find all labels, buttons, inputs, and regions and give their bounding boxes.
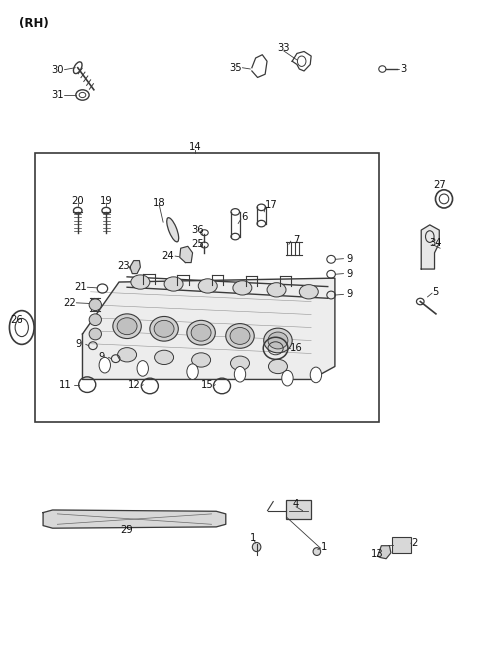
Bar xyxy=(35,153,379,422)
Text: 22: 22 xyxy=(63,298,75,308)
Circle shape xyxy=(184,514,192,524)
Ellipse shape xyxy=(233,281,252,295)
Circle shape xyxy=(187,364,198,379)
Circle shape xyxy=(282,370,293,386)
Ellipse shape xyxy=(230,356,250,370)
Ellipse shape xyxy=(89,299,101,310)
Circle shape xyxy=(72,514,80,524)
Text: 1: 1 xyxy=(250,533,256,543)
Text: 35: 35 xyxy=(229,63,241,73)
Ellipse shape xyxy=(226,324,254,348)
Circle shape xyxy=(208,514,216,524)
Text: 36: 36 xyxy=(191,225,204,235)
Ellipse shape xyxy=(300,285,318,299)
Circle shape xyxy=(234,366,246,382)
Text: 19: 19 xyxy=(100,196,113,206)
Text: 6: 6 xyxy=(241,212,248,222)
Text: 9: 9 xyxy=(98,352,105,362)
Text: 2: 2 xyxy=(411,538,418,548)
Ellipse shape xyxy=(192,353,211,367)
Text: 17: 17 xyxy=(264,200,277,210)
Text: 18: 18 xyxy=(153,198,166,208)
Ellipse shape xyxy=(89,328,101,340)
Ellipse shape xyxy=(252,542,261,552)
Text: 1: 1 xyxy=(321,542,328,552)
Ellipse shape xyxy=(89,314,101,326)
Ellipse shape xyxy=(313,548,321,555)
Circle shape xyxy=(310,367,322,383)
Circle shape xyxy=(127,514,135,524)
Ellipse shape xyxy=(267,283,286,297)
Ellipse shape xyxy=(150,316,179,341)
Ellipse shape xyxy=(230,328,250,345)
Ellipse shape xyxy=(191,324,211,341)
Text: 3: 3 xyxy=(400,64,407,74)
Polygon shape xyxy=(378,546,391,559)
Text: 11: 11 xyxy=(59,380,72,390)
Ellipse shape xyxy=(187,320,216,345)
Ellipse shape xyxy=(268,360,288,373)
Text: 12: 12 xyxy=(128,380,141,390)
Ellipse shape xyxy=(167,217,179,242)
Text: 13: 13 xyxy=(371,548,384,559)
FancyBboxPatch shape xyxy=(286,500,311,519)
Polygon shape xyxy=(180,246,192,263)
Ellipse shape xyxy=(113,314,141,339)
Text: 9: 9 xyxy=(75,339,82,349)
Text: 30: 30 xyxy=(51,65,63,75)
Ellipse shape xyxy=(154,320,174,337)
Circle shape xyxy=(51,514,59,524)
Circle shape xyxy=(156,514,163,524)
Text: 31: 31 xyxy=(51,90,64,100)
Circle shape xyxy=(99,358,110,373)
Polygon shape xyxy=(83,278,335,379)
Ellipse shape xyxy=(131,275,150,290)
Text: 4: 4 xyxy=(293,499,299,509)
Text: (RH): (RH) xyxy=(19,17,49,30)
Polygon shape xyxy=(421,225,439,269)
Text: 9: 9 xyxy=(346,290,352,299)
Text: 26: 26 xyxy=(11,314,24,325)
Text: 7: 7 xyxy=(293,235,299,245)
Text: 16: 16 xyxy=(289,343,302,353)
Ellipse shape xyxy=(164,277,183,291)
Text: 9: 9 xyxy=(346,269,352,278)
Text: 20: 20 xyxy=(72,196,84,206)
Ellipse shape xyxy=(118,348,137,362)
Ellipse shape xyxy=(198,279,217,293)
Text: 34: 34 xyxy=(429,238,442,248)
Text: 15: 15 xyxy=(201,380,213,390)
Ellipse shape xyxy=(117,318,137,335)
Text: 29: 29 xyxy=(120,525,133,535)
Text: 14: 14 xyxy=(189,142,201,152)
Text: 9: 9 xyxy=(346,253,352,264)
Text: 24: 24 xyxy=(162,251,174,261)
Polygon shape xyxy=(130,261,140,274)
Polygon shape xyxy=(43,510,226,528)
Circle shape xyxy=(98,514,106,524)
Text: 21: 21 xyxy=(75,282,87,292)
Circle shape xyxy=(137,361,148,376)
Text: 27: 27 xyxy=(433,179,445,189)
Text: 25: 25 xyxy=(191,239,204,250)
Ellipse shape xyxy=(268,332,288,349)
FancyBboxPatch shape xyxy=(392,537,411,553)
Text: 33: 33 xyxy=(277,43,290,53)
Text: 23: 23 xyxy=(118,261,130,271)
Ellipse shape xyxy=(155,350,174,365)
Text: 5: 5 xyxy=(432,287,439,297)
Ellipse shape xyxy=(264,328,292,353)
